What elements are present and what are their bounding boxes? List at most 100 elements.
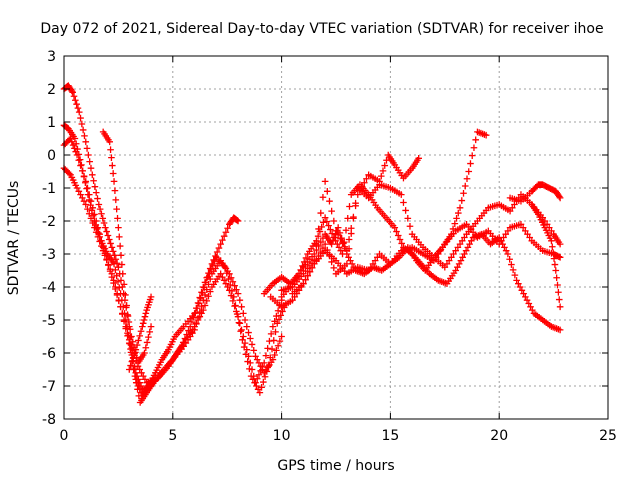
data-point xyxy=(453,215,460,222)
data-series xyxy=(528,201,564,311)
data-point xyxy=(89,212,97,220)
data-point xyxy=(120,281,128,288)
data-point xyxy=(402,207,409,214)
data-point xyxy=(550,255,558,262)
data-point xyxy=(345,236,353,243)
data-point xyxy=(98,210,105,218)
data-point xyxy=(201,302,209,309)
data-point xyxy=(556,194,564,202)
data-point xyxy=(308,264,316,272)
data-point xyxy=(321,214,329,221)
data-point xyxy=(330,264,338,272)
data-point xyxy=(248,341,256,348)
data-point xyxy=(115,224,122,231)
data-point xyxy=(339,239,346,247)
data-point xyxy=(330,217,338,225)
data-point xyxy=(341,243,349,251)
y-tick-label: -5 xyxy=(42,313,56,329)
data-point xyxy=(269,323,277,330)
data-point xyxy=(84,184,91,192)
data-point xyxy=(556,326,564,334)
data-point xyxy=(116,242,124,250)
data-point xyxy=(219,236,226,244)
data-point xyxy=(139,320,147,327)
data-point xyxy=(344,215,352,222)
data-point xyxy=(111,252,118,259)
data-point xyxy=(223,269,231,277)
data-point xyxy=(117,277,125,284)
data-point xyxy=(225,275,232,283)
data-point xyxy=(109,162,116,169)
data-point xyxy=(201,279,209,286)
data-point xyxy=(347,224,355,232)
data-point xyxy=(203,274,211,282)
data-point xyxy=(84,191,92,198)
data-point xyxy=(95,229,102,237)
data-point xyxy=(205,269,212,277)
data-point xyxy=(127,362,134,369)
data-point xyxy=(327,226,334,233)
data-point xyxy=(77,114,84,122)
data-point xyxy=(304,272,312,280)
data-point xyxy=(112,285,119,293)
data-point xyxy=(451,220,459,227)
data-point xyxy=(328,230,336,237)
data-point xyxy=(236,296,244,304)
data-point xyxy=(137,327,145,335)
data-point xyxy=(256,389,264,396)
data-point xyxy=(124,312,132,320)
data-point xyxy=(238,303,245,311)
data-point xyxy=(328,240,335,248)
data-point xyxy=(332,227,340,235)
data-point xyxy=(226,287,233,294)
data-point xyxy=(265,362,272,370)
data-point xyxy=(255,371,263,379)
data-point xyxy=(356,187,364,194)
data-point xyxy=(257,367,265,375)
data-point xyxy=(227,292,235,299)
data-point xyxy=(146,328,154,336)
data-point xyxy=(360,179,368,187)
data-point xyxy=(241,316,249,324)
data-point xyxy=(306,268,314,276)
data-point xyxy=(113,259,121,267)
data-point xyxy=(79,126,87,134)
data-point xyxy=(233,308,240,315)
data-point xyxy=(113,272,120,280)
data-point xyxy=(122,291,129,299)
data-point xyxy=(300,280,307,287)
data-point xyxy=(470,144,478,152)
data-point xyxy=(555,193,563,200)
data-point xyxy=(504,250,512,258)
data-point xyxy=(107,146,114,154)
data-point xyxy=(260,359,268,367)
data-point xyxy=(83,145,91,152)
data-point xyxy=(339,250,346,258)
tick-layer: -8 -7 -6 -5 -4 -3 -2 -1 0 1 2 3 0 5 10 15 20 25 xyxy=(42,49,617,444)
data-point xyxy=(95,201,103,208)
data-point xyxy=(233,217,241,224)
data-point xyxy=(397,191,405,198)
data-point xyxy=(215,244,223,252)
data-point xyxy=(135,337,142,344)
data-point xyxy=(338,234,345,242)
data-point xyxy=(340,240,347,247)
data-point xyxy=(208,260,216,268)
data-point xyxy=(270,337,278,344)
y-tick-label: 0 xyxy=(47,148,56,164)
data-point xyxy=(96,205,104,213)
data-point xyxy=(482,131,490,139)
y-tick-label: 2 xyxy=(47,82,56,98)
data-point xyxy=(511,271,519,279)
data-point xyxy=(140,316,148,324)
data-point xyxy=(112,196,120,204)
data-point xyxy=(74,145,81,153)
y-tick-label: 1 xyxy=(47,115,56,131)
data-point xyxy=(125,366,133,373)
data-point xyxy=(85,151,92,159)
data-point xyxy=(319,193,327,201)
data-point xyxy=(556,254,564,261)
data-point xyxy=(131,350,138,357)
data-series xyxy=(506,181,564,205)
